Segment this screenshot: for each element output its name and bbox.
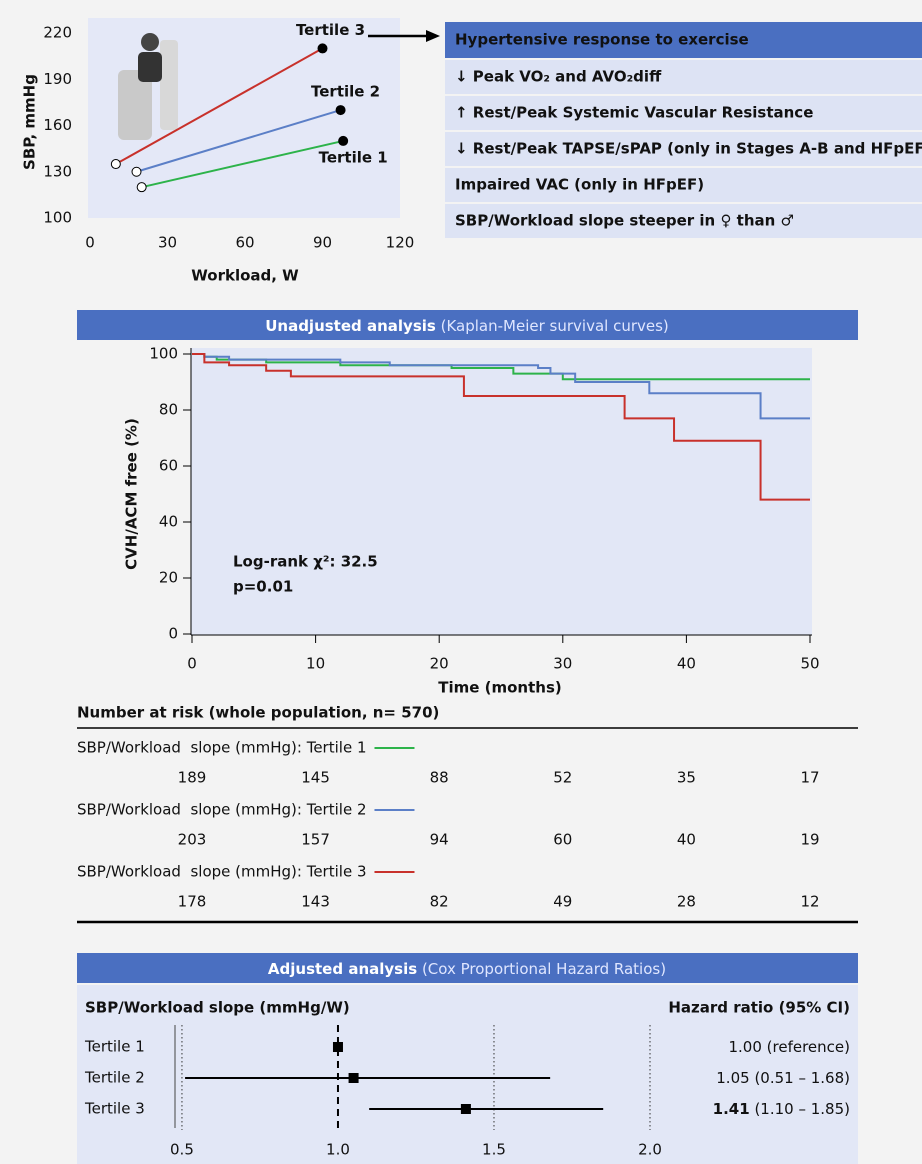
section-title: Adjusted analysis <box>268 960 417 978</box>
y-tick-label: 190 <box>43 70 72 88</box>
x-tick-label: 30 <box>553 655 572 673</box>
finding-text: Impaired VAC (only in HFpEF) <box>455 176 704 194</box>
hr-marker <box>349 1073 359 1083</box>
hr-ci: (1.10 – 1.85) <box>754 1100 850 1118</box>
section-subtitle: (Cox Proportional Hazard Ratios) <box>422 960 666 978</box>
risk-count: 28 <box>677 893 696 911</box>
risk-count: 157 <box>301 831 330 849</box>
x-tick-label: 1.0 <box>326 1141 350 1159</box>
annotation: Log-rank χ²: 32.5 <box>233 553 378 571</box>
risk-count: 203 <box>178 831 207 849</box>
risk-table-title: Number at risk (whole population, n= 570… <box>77 704 439 722</box>
y-tick-label: 80 <box>159 401 178 419</box>
section-subtitle: (Kaplan-Meier survival curves) <box>441 317 669 335</box>
risk-count: 82 <box>430 893 449 911</box>
finding-text: ↑ Rest/Peak Systemic Vascular Resistance <box>455 104 813 122</box>
hr-ci: (reference) <box>767 1038 850 1056</box>
risk-row-label: SBP/Workload slope (mmHg): Tertile 3 <box>77 863 366 881</box>
y-tick-label: 20 <box>159 569 178 587</box>
x-tick-label: 0 <box>85 234 95 252</box>
hr-label: 1.41 (1.10 – 1.85) <box>713 1100 850 1118</box>
findings-title: Hypertensive response to exercise <box>455 31 749 49</box>
data-point <box>132 167 141 176</box>
risk-count: 143 <box>301 893 330 911</box>
hr-value: 1.00 <box>728 1038 761 1056</box>
hr-value: 1.41 <box>713 1100 750 1118</box>
x-axis-label: Workload, W <box>191 267 299 285</box>
y-tick-label: 220 <box>43 24 72 42</box>
risk-count: 52 <box>553 769 572 787</box>
column-header: SBP/Workload slope (mmHg/W) <box>85 999 350 1017</box>
y-tick-label: 60 <box>159 457 178 475</box>
section-header: Adjusted analysis (Cox Proportional Haza… <box>268 960 666 978</box>
risk-count: 60 <box>553 831 572 849</box>
hr-ci: (0.51 – 1.68) <box>754 1069 850 1087</box>
y-axis-label: SBP, mmHg <box>21 74 39 170</box>
hr-label: 1.00 (reference) <box>728 1038 850 1056</box>
data-point <box>339 136 348 145</box>
series-label: Tertile 2 <box>311 83 380 101</box>
figure: Hypertensive response to exercise ↓ Peak … <box>0 0 922 1164</box>
x-tick-label: 90 <box>313 234 332 252</box>
finding-text: ↓ Rest/Peak TAPSE/sPAP (only in Stages A… <box>455 140 922 158</box>
category-label: Tertile 3 <box>84 1100 145 1118</box>
y-axis-label: CVH/ACM free (%) <box>123 418 141 570</box>
category-label: Tertile 2 <box>84 1069 145 1087</box>
y-tick-label: 40 <box>159 513 178 531</box>
x-tick-label: 40 <box>677 655 696 673</box>
risk-count: 145 <box>301 769 330 787</box>
x-tick-label: 60 <box>235 234 254 252</box>
data-point <box>111 160 120 169</box>
data-point <box>137 183 146 192</box>
section-title: Unadjusted analysis <box>265 317 436 335</box>
risk-count: 40 <box>677 831 696 849</box>
x-tick-label: 30 <box>158 234 177 252</box>
risk-count: 189 <box>178 769 207 787</box>
y-tick-label: 130 <box>43 162 72 180</box>
section-header: Unadjusted analysis (Kaplan-Meier surviv… <box>265 317 669 335</box>
finding-text: SBP/Workload slope steeper in ♀ than ♂ <box>455 212 794 230</box>
findings-box: Hypertensive response to exercise ↓ Peak … <box>445 22 922 238</box>
y-tick-label: 100 <box>149 345 178 363</box>
risk-count: 35 <box>677 769 696 787</box>
y-tick-label: 100 <box>43 209 72 227</box>
x-tick-label: 10 <box>306 655 325 673</box>
risk-row-label: SBP/Workload slope (mmHg): Tertile 2 <box>77 801 366 819</box>
column-header: Hazard ratio (95% CI) <box>668 999 850 1017</box>
x-tick-label: 2.0 <box>638 1141 662 1159</box>
category-label: Tertile 1 <box>84 1038 145 1056</box>
risk-count: 49 <box>553 893 572 911</box>
hr-marker <box>461 1104 471 1114</box>
risk-count: 17 <box>800 769 819 787</box>
annotation: p=0.01 <box>233 578 293 596</box>
finding-text: ↓ Peak VO₂ and AVO₂diff <box>455 68 662 86</box>
risk-count: 12 <box>800 893 819 911</box>
risk-count: 88 <box>430 769 449 787</box>
risk-row-label: SBP/Workload slope (mmHg): Tertile 1 <box>77 739 366 757</box>
x-tick-label: 50 <box>800 655 819 673</box>
y-tick-label: 0 <box>168 625 178 643</box>
hr-label: 1.05 (0.51 – 1.68) <box>716 1069 850 1087</box>
y-tick-label: 160 <box>43 116 72 134</box>
x-tick-label: 120 <box>386 234 415 252</box>
x-tick-label: 0.5 <box>170 1141 194 1159</box>
data-point <box>318 44 327 53</box>
hr-value: 1.05 <box>716 1069 749 1087</box>
series-label: Tertile 1 <box>319 148 388 166</box>
x-tick-label: 20 <box>430 655 449 673</box>
risk-count: 94 <box>430 831 449 849</box>
data-point <box>336 106 345 115</box>
x-tick-label: 0 <box>187 655 197 673</box>
risk-count: 19 <box>800 831 819 849</box>
risk-count: 178 <box>178 893 207 911</box>
x-axis-label: Time (months) <box>438 679 562 697</box>
hr-marker <box>333 1042 343 1052</box>
x-tick-label: 1.5 <box>482 1141 506 1159</box>
series-label: Tertile 3 <box>296 21 365 39</box>
